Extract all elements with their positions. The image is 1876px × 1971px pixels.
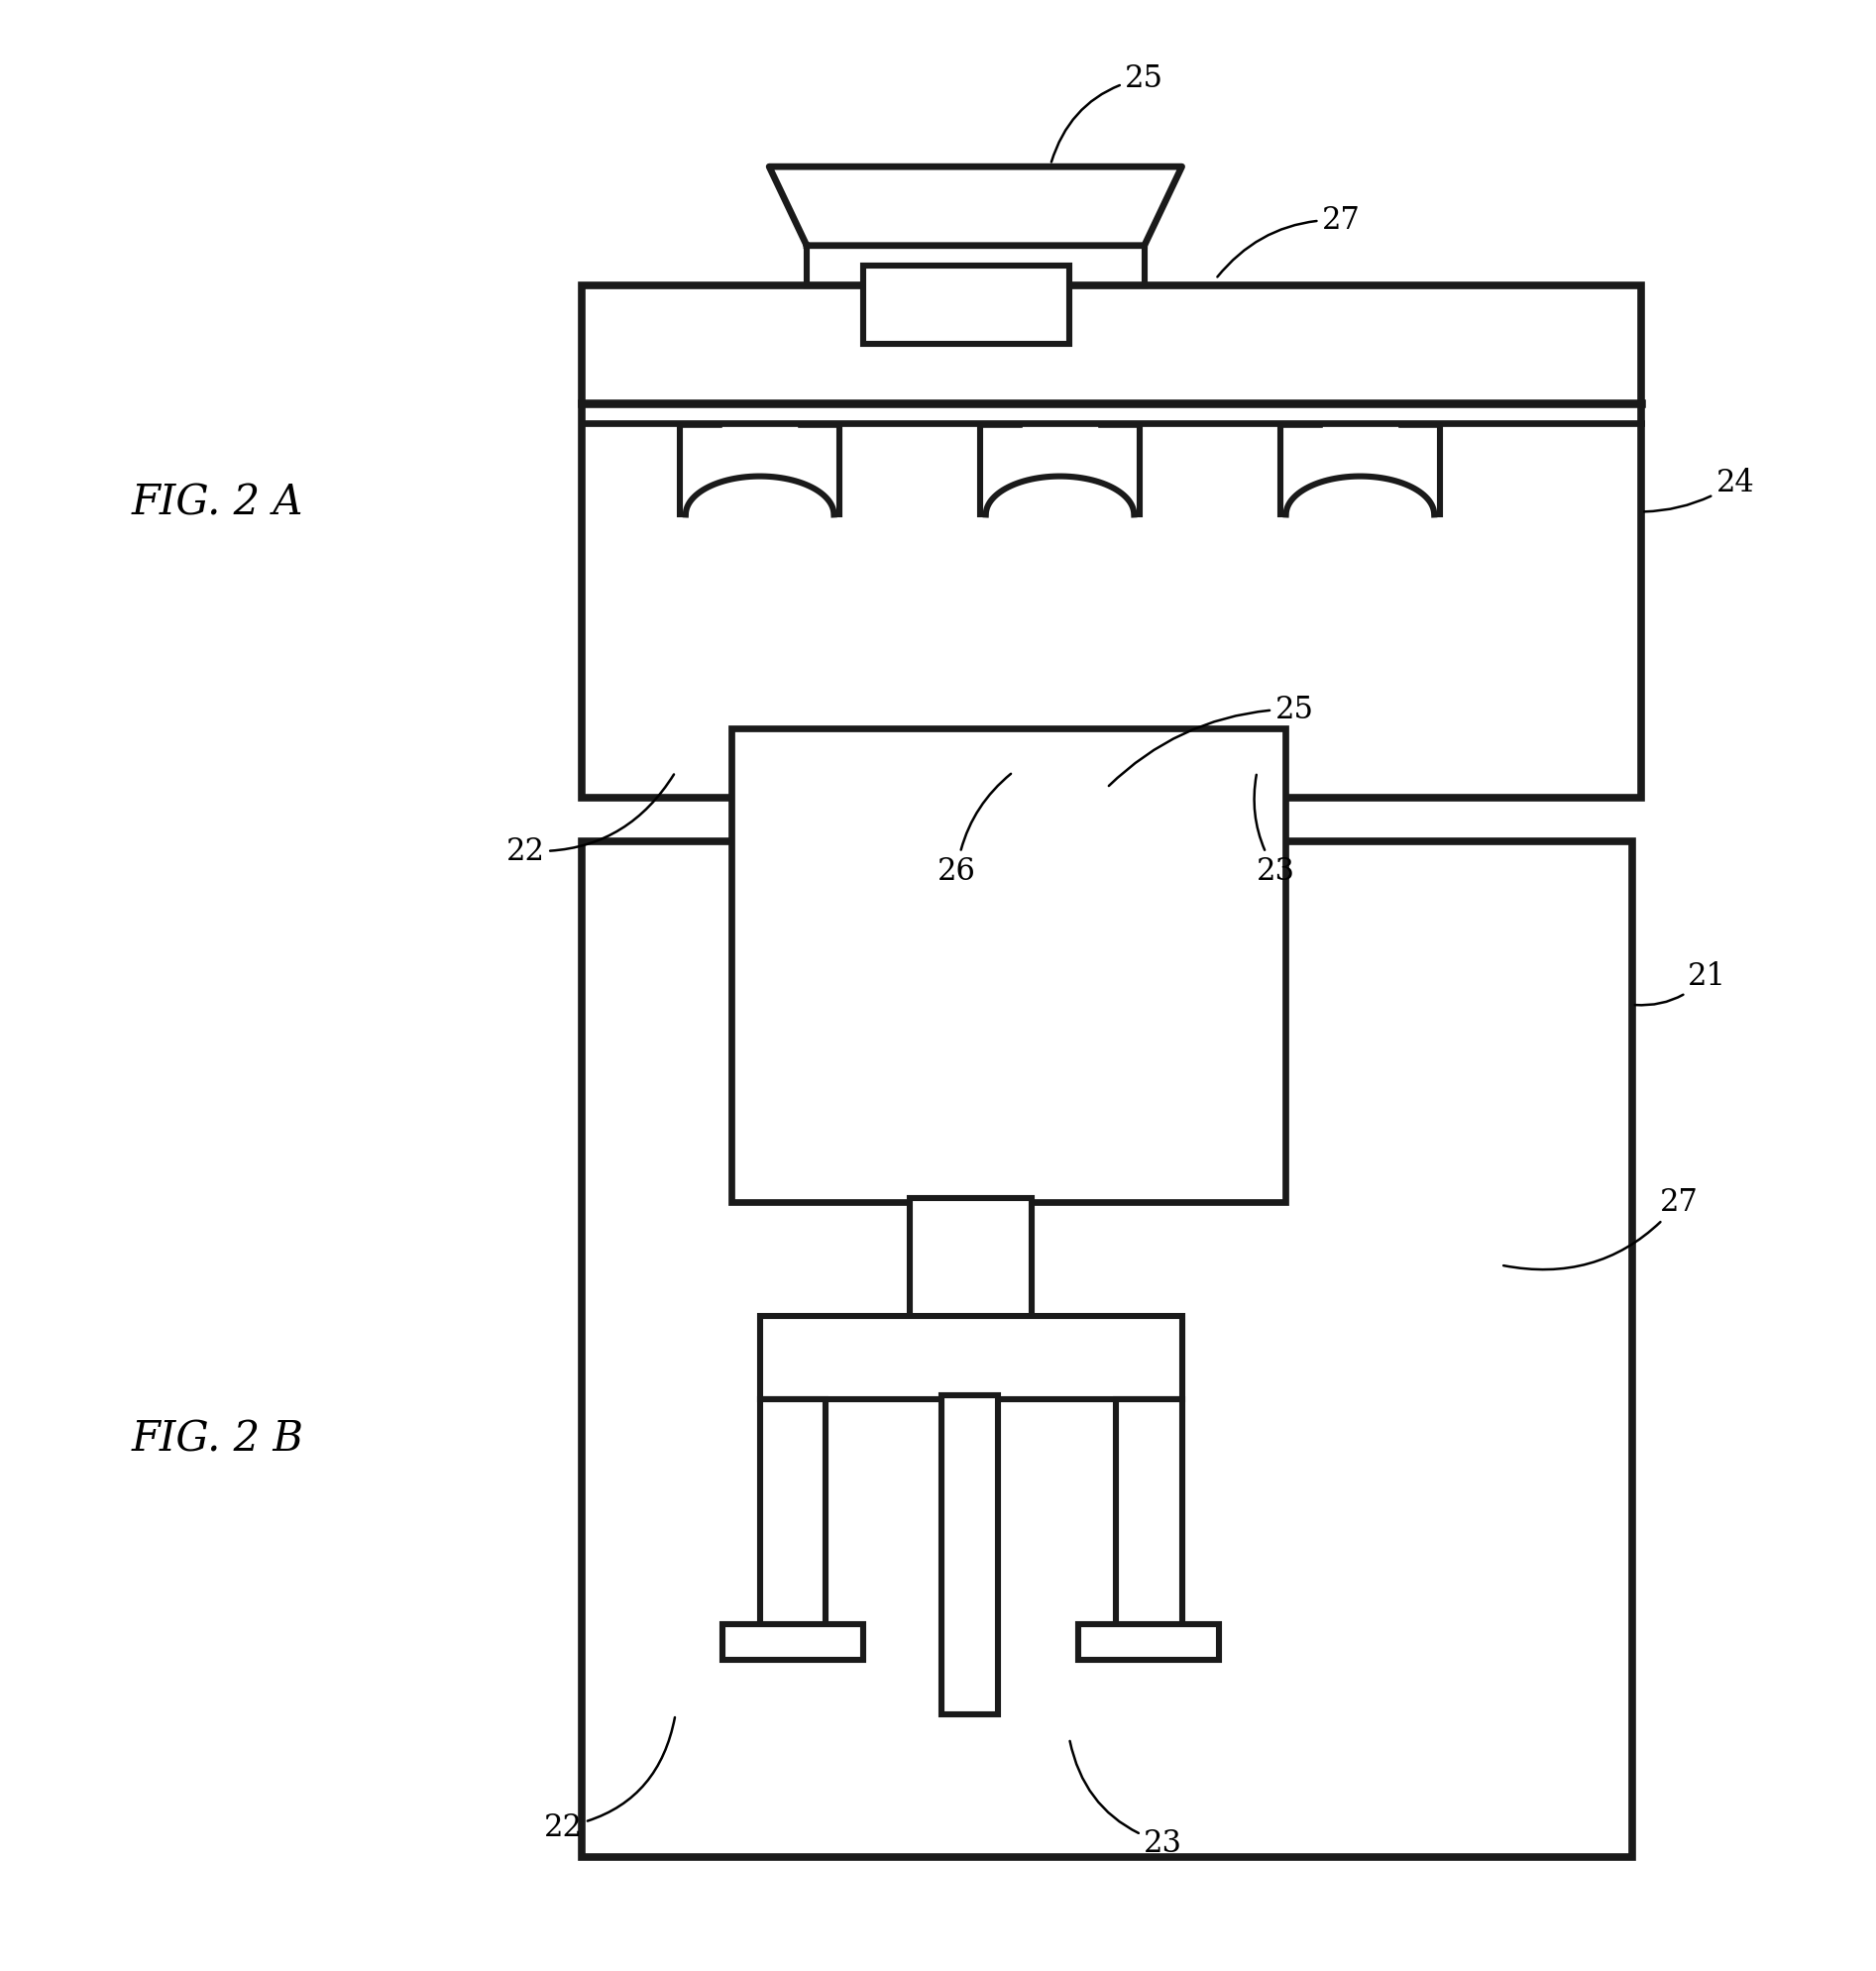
Text: 21: 21: [1634, 960, 1726, 1005]
Bar: [582, 286, 1642, 798]
Text: 24: 24: [1643, 467, 1754, 512]
Bar: [910, 1198, 1032, 1321]
Text: 26: 26: [938, 775, 1011, 887]
Text: 27: 27: [1503, 1187, 1698, 1269]
Bar: [582, 842, 1632, 1857]
Text: FIG. 2 A: FIG. 2 A: [131, 481, 304, 524]
Bar: [1116, 1399, 1182, 1636]
Bar: [760, 1399, 825, 1636]
Text: FIG. 2 B: FIG. 2 B: [131, 1417, 304, 1461]
Bar: [760, 1317, 1182, 1399]
Text: 22: 22: [507, 775, 673, 867]
Text: 22: 22: [544, 1717, 675, 1843]
Text: 25: 25: [1109, 694, 1313, 786]
Text: 23: 23: [1255, 775, 1294, 887]
Text: 27: 27: [1218, 205, 1360, 278]
Bar: [863, 266, 1069, 345]
Text: 23: 23: [1069, 1740, 1182, 1859]
Bar: [732, 729, 1285, 1202]
Bar: [1079, 1624, 1219, 1660]
Text: 25: 25: [1051, 63, 1163, 164]
Bar: [942, 1395, 998, 1715]
Bar: [722, 1624, 863, 1660]
